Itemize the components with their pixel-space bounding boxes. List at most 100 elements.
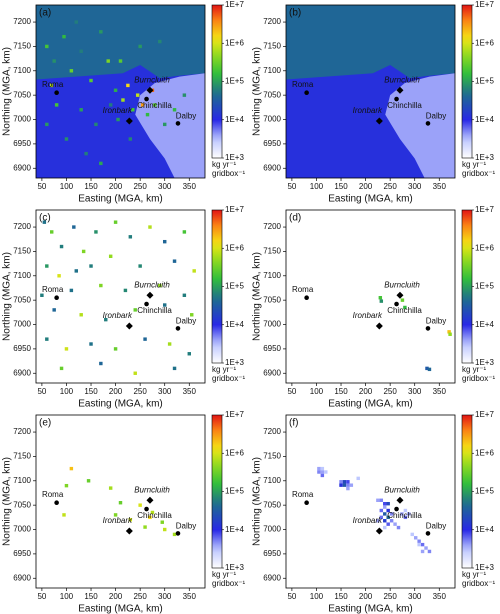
y-tick-label: 7000 [13, 320, 31, 329]
y-tick-label: 7050 [263, 295, 281, 304]
grid-cell [81, 249, 86, 254]
grid-cell [45, 44, 49, 49]
colorbar-label: gridbox⁻¹ [462, 374, 495, 383]
grid-cell [379, 299, 384, 303]
grid-cell [69, 466, 74, 471]
plot-frame [35, 4, 206, 179]
colorbar-label: kg yr⁻¹ [462, 160, 487, 169]
grid-cell [317, 470, 321, 474]
x-tick-label: 50 [37, 387, 46, 396]
grid-cell [99, 283, 103, 288]
colorbar [211, 4, 223, 159]
y-tick-label: 6900 [13, 368, 31, 377]
grid-cell [448, 332, 452, 336]
grid-cell [339, 483, 343, 487]
site-marker [146, 291, 154, 299]
grid-cell [427, 549, 432, 554]
panel-label: (d) [289, 213, 301, 224]
grid-cell [108, 486, 113, 490]
colorbar-label: kg yr⁻¹ [462, 570, 487, 579]
grid-cell [389, 519, 394, 523]
grid-cell [342, 480, 347, 484]
grid-cell [121, 98, 125, 102]
grid-cell [172, 532, 177, 537]
grid-cell [182, 230, 187, 234]
plot-frame [285, 414, 456, 589]
grid-cell [376, 519, 380, 523]
x-tick-label: 150 [84, 182, 98, 191]
y-tick-label: 7050 [13, 90, 31, 99]
colorbar-tick-label: 1E+7 [225, 205, 244, 214]
site-label: Burncluith [134, 280, 170, 289]
y-tick-label: 7150 [13, 42, 31, 51]
x-tick-label: 50 [37, 592, 46, 601]
grid-cell [447, 330, 451, 334]
x-tick-label: 200 [109, 182, 123, 191]
town-label: Roma [292, 285, 314, 294]
grid-cell [320, 470, 325, 474]
grid-cell [133, 371, 137, 375]
site-label: Ironbark [103, 516, 133, 525]
town-marker [54, 500, 59, 506]
colorbar [461, 414, 473, 569]
grid-cell [94, 122, 98, 127]
grid-cell [403, 305, 407, 310]
grid-cell [182, 93, 187, 97]
colorbar-label: kg yr⁻¹ [212, 570, 237, 579]
grid-cell [389, 512, 394, 516]
y-tick-label: 6950 [13, 344, 31, 353]
grid-cell [50, 83, 54, 88]
plot-frame [285, 209, 456, 384]
colorbar-tick-label: 1E+3 [475, 153, 494, 162]
grid-cell [86, 479, 91, 483]
x-tick-label: 350 [183, 387, 197, 396]
grid-cell [346, 486, 350, 491]
town-label: Roma [292, 80, 314, 89]
x-tick-label: 250 [383, 182, 397, 191]
grid-cell [425, 366, 429, 371]
colorbar [461, 209, 473, 364]
y-tick-label: 7150 [13, 247, 31, 256]
site-label: Burncluith [134, 75, 170, 84]
region [286, 5, 455, 80]
y-tick-label: 7100 [263, 476, 281, 485]
colorbar-label: gridbox⁻¹ [212, 579, 245, 588]
y-tick-label: 7000 [13, 525, 31, 534]
town-label: Dalby [426, 522, 446, 531]
colorbar [461, 4, 473, 159]
colorbar-tick-label: 1E+4 [225, 115, 244, 124]
colorbar-label: kg yr⁻¹ [212, 160, 237, 169]
y-tick-label: 7200 [13, 222, 31, 231]
grid-cell [42, 220, 47, 224]
grid-cell [379, 508, 384, 513]
colorbar-tick-label: 1E+7 [475, 410, 494, 419]
x-tick-label: 50 [37, 182, 46, 191]
grid-cell [45, 337, 49, 341]
plot-frame [35, 414, 206, 589]
grid-cell [135, 93, 140, 97]
colorbar-tick-label: 1E+5 [225, 282, 244, 291]
grid-cell [376, 498, 380, 502]
y-tick-label: 7150 [263, 452, 281, 461]
x-tick-label: 150 [84, 592, 98, 601]
grid-cell [413, 536, 418, 540]
grid-cell [116, 117, 120, 122]
grid-cell [108, 103, 113, 107]
site-marker [396, 86, 404, 94]
grid-cell [123, 288, 128, 293]
grid-cell [145, 112, 150, 117]
x-tick-label: 250 [383, 592, 397, 601]
y-tick-label: 6950 [13, 139, 31, 148]
grid-cell [386, 501, 390, 506]
y-tick-label: 7150 [13, 452, 31, 461]
colorbar-tick-label: 1E+5 [475, 77, 494, 86]
grid-cell [79, 313, 83, 317]
colorbar-tick-label: 1E+5 [475, 487, 494, 496]
y-axis-label: Northing (MGA, km) [252, 252, 263, 341]
grid-cell [45, 122, 49, 127]
site-label: Burncluith [384, 75, 420, 84]
grid-cell [383, 519, 387, 523]
colorbar-label: gridbox⁻¹ [212, 169, 245, 178]
site-label: Burncluith [384, 485, 420, 494]
grid-cell [143, 525, 147, 529]
